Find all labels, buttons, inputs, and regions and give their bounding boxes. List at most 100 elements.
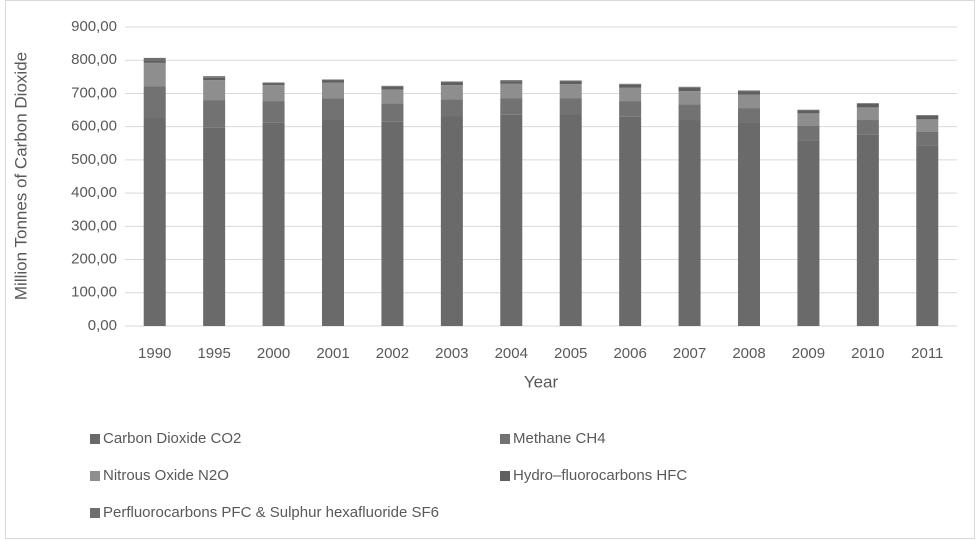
bar-segment — [916, 115, 939, 116]
bar-segment — [143, 60, 166, 63]
y-tick-label: 100,00 — [71, 284, 117, 301]
y-tick-label: 300,00 — [71, 217, 117, 234]
bar-segment — [143, 118, 166, 326]
bar-segment — [440, 85, 463, 100]
bar-segment — [738, 90, 760, 92]
bar-segment — [203, 77, 226, 81]
bar-segment — [916, 115, 939, 120]
bar-segment — [738, 123, 760, 326]
bar-segment — [500, 80, 523, 82]
bar-segment — [262, 83, 285, 86]
y-tick-label: 500,00 — [71, 151, 117, 168]
bar-segment — [440, 82, 463, 86]
legend-swatch — [90, 434, 100, 444]
bar-segment — [203, 76, 226, 78]
bar-segment — [262, 101, 285, 123]
bar-segment — [856, 103, 879, 108]
bar-segment — [203, 80, 226, 101]
bar-segment — [143, 57, 166, 61]
bar-segment — [322, 79, 344, 81]
bar-segment — [797, 113, 820, 127]
bar-segment — [440, 99, 463, 117]
bar-segment — [797, 126, 820, 141]
bar-segment — [500, 98, 523, 115]
legend-label: Nitrous Oxide N2O — [103, 467, 229, 484]
bar-segment — [738, 108, 760, 124]
bar-segment — [559, 84, 582, 99]
bar-segment — [619, 83, 642, 85]
bar-segment — [856, 103, 879, 104]
bar-segment — [738, 91, 760, 95]
x-tick-label: 1995 — [197, 345, 230, 362]
y-tick-label: 0,00 — [88, 317, 117, 334]
bar-segment — [381, 86, 404, 90]
y-tick-label: 800,00 — [71, 51, 117, 68]
x-tick-label: 1990 — [138, 345, 171, 362]
legend-swatch — [90, 508, 100, 518]
bar-segment — [678, 91, 701, 105]
y-tick-label: 700,00 — [71, 84, 117, 101]
x-tick-label: 2008 — [732, 345, 765, 362]
x-tick-label: 2010 — [851, 345, 884, 362]
bar-segment — [559, 98, 582, 115]
bar-segment — [797, 109, 820, 111]
bar-segment — [678, 104, 701, 121]
bar-segment — [619, 87, 642, 102]
x-tick-label: 2007 — [673, 345, 706, 362]
x-axis-label: Year — [524, 372, 559, 391]
x-tick-label: 2005 — [554, 345, 587, 362]
bar-segment — [381, 103, 404, 122]
bar-segment — [500, 83, 523, 99]
bar-segment — [203, 127, 226, 326]
bar-segment — [619, 84, 642, 88]
bar-segment — [619, 101, 642, 117]
x-tick-label: 2002 — [376, 345, 409, 362]
bar-segment — [678, 120, 701, 327]
bar-segment — [381, 89, 404, 104]
y-tick-label: 200,00 — [71, 251, 117, 268]
bar-segment — [262, 82, 285, 84]
bar-segment — [262, 122, 285, 327]
bar-segment — [559, 114, 582, 326]
bar-segment — [381, 121, 404, 326]
bar-segment — [381, 85, 404, 87]
bar-segment — [916, 131, 939, 146]
x-tick-label: 2001 — [316, 345, 349, 362]
bar-segment — [559, 81, 582, 85]
y-tick-label: 900,00 — [71, 18, 117, 35]
bar-segment — [322, 120, 344, 327]
bar-segment — [856, 134, 879, 326]
bar-segment — [559, 80, 582, 82]
bar-segment — [797, 110, 820, 114]
bar-segment — [856, 120, 879, 135]
legend-label: Perfluorocarbons PFC & Sulphur hexafluor… — [103, 504, 439, 521]
legend-swatch — [500, 434, 510, 444]
y-tick-label: 600,00 — [71, 118, 117, 135]
bar-segment — [856, 107, 879, 121]
y-axis-label: Million Tonnes of Carbon Dioxide — [11, 52, 30, 300]
bar-segment — [322, 80, 344, 83]
x-tick-label: 2000 — [257, 345, 290, 362]
bar-segment — [203, 100, 226, 128]
bar-segment — [678, 87, 701, 92]
bar-segment — [322, 82, 344, 99]
y-tick-label: 400,00 — [71, 184, 117, 201]
bar-segment — [678, 86, 701, 88]
bar-segment — [500, 114, 523, 326]
legend-swatch — [90, 471, 100, 481]
bar-segment — [322, 98, 344, 121]
bar-segment — [619, 116, 642, 326]
x-tick-label: 2003 — [435, 345, 468, 362]
legend-label: Carbon Dioxide CO2 — [103, 430, 241, 447]
legend-swatch — [500, 471, 510, 481]
bar-segment — [262, 85, 285, 102]
x-tick-label: 2011 — [911, 345, 943, 362]
x-tick-label: 2004 — [495, 345, 528, 362]
x-tick-label: 2006 — [613, 345, 646, 362]
bar-segment — [143, 62, 166, 87]
bar-segment — [143, 86, 166, 119]
bar-segment — [916, 145, 939, 326]
bar-segment — [440, 81, 463, 83]
bar-segment — [797, 140, 820, 326]
